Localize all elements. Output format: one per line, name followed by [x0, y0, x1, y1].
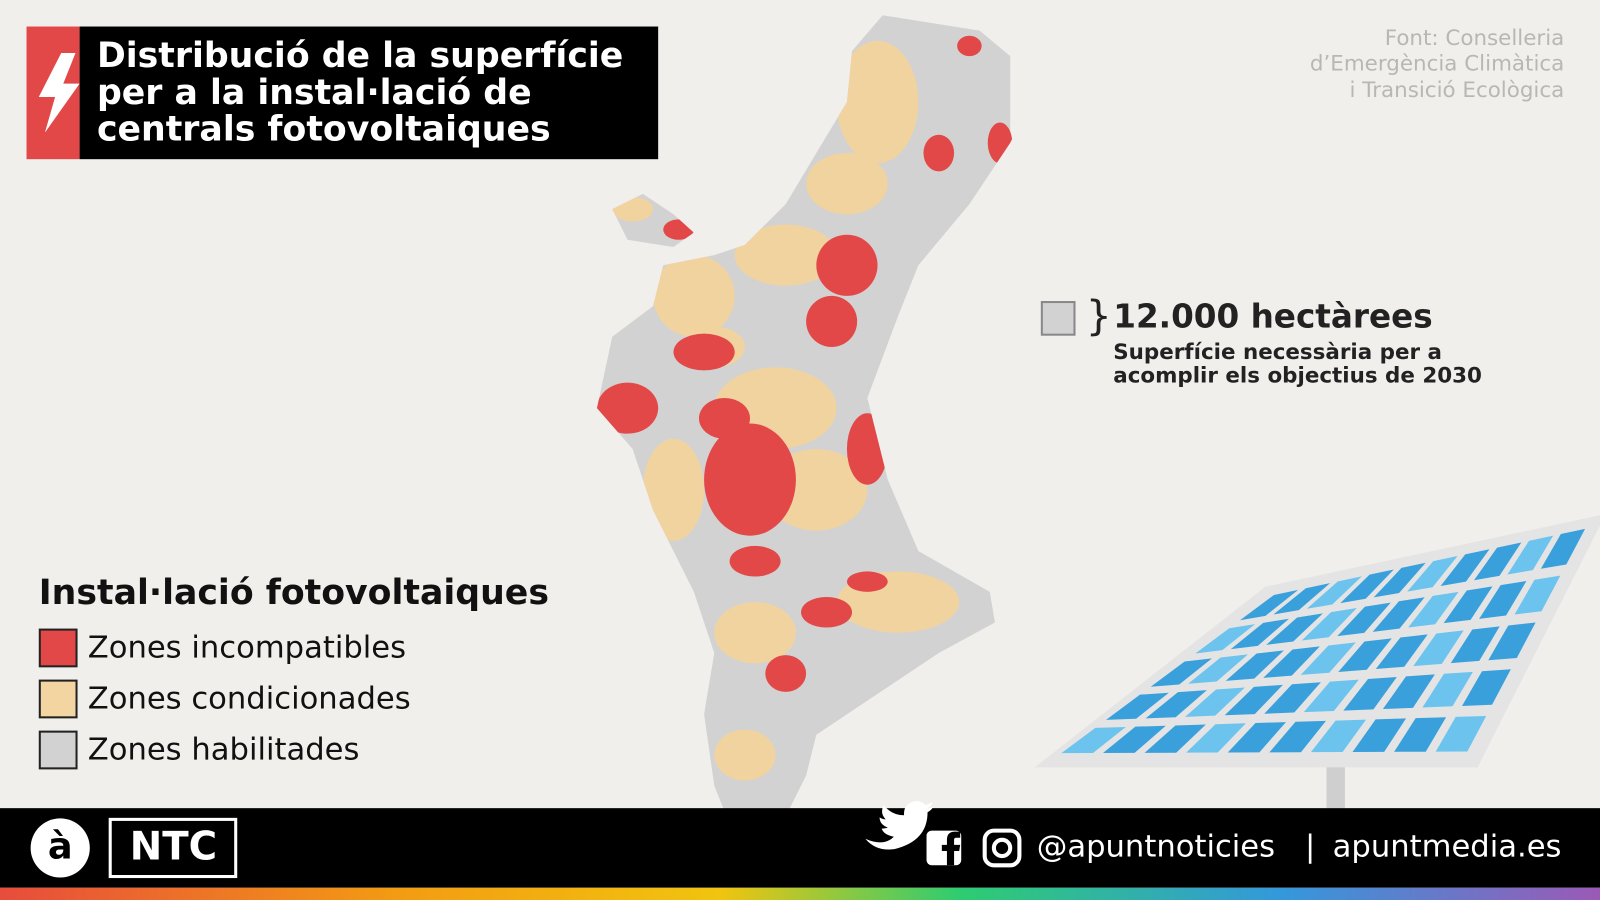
footer-bar: [0, 808, 1600, 888]
panel-cell: [1195, 624, 1256, 654]
legend-label: Zones habilitades: [88, 733, 360, 768]
panel-cell: [1338, 638, 1392, 672]
panel-cell: [1375, 634, 1428, 670]
source: Font: Conselleria d’Emergència Climàtica…: [1310, 26, 1564, 103]
title-line: per a la instal·lació de: [97, 73, 532, 113]
handle[interactable]: @apuntnoticies: [1037, 829, 1275, 864]
panel-cell: [1540, 528, 1586, 569]
panel-cell: [1413, 630, 1464, 667]
panel-cell: [1230, 618, 1289, 650]
panel-cell: [1462, 669, 1511, 706]
source-line: d’Emergència Climàtica: [1310, 51, 1564, 76]
panel-cell: [1373, 562, 1426, 598]
brand-box: [108, 817, 238, 879]
lightning-icon: [38, 53, 80, 133]
panel-cell: [1150, 658, 1212, 687]
panel-cell: [1227, 722, 1286, 753]
panel-cell: [1266, 613, 1323, 645]
panel-stand: [1326, 760, 1345, 812]
panel-cell: [1303, 679, 1359, 713]
separator: |: [1305, 829, 1315, 864]
panel-cell: [1440, 549, 1490, 586]
legend: Zones incompatibles Zones condicionades Zo…: [38, 628, 411, 770]
panel-cell: [1145, 690, 1207, 719]
legend-swatch: [38, 730, 78, 770]
panel-cell: [1514, 575, 1561, 615]
panel-cell: [1310, 719, 1367, 753]
panel-cell: [1269, 720, 1326, 753]
source-line: i Transició Ecològica: [1350, 78, 1565, 103]
panel-cell: [1225, 650, 1284, 681]
panel-cell: [1343, 677, 1397, 711]
incompatible-zones: [596, 35, 1013, 858]
panel-cell: [1382, 674, 1435, 710]
panel-cell: [1186, 723, 1246, 753]
panel-cell: [1407, 555, 1458, 592]
panel-cell: [1185, 687, 1245, 717]
rainbow-strip: [0, 887, 1600, 900]
panel-cell: [1144, 724, 1206, 753]
legend-swatch: [38, 628, 78, 668]
brand: NTC: [130, 824, 217, 869]
panel-cell: [1474, 542, 1522, 581]
panel-cell: [1450, 626, 1500, 664]
panel-cell: [1188, 654, 1248, 684]
panel-cell: [1394, 717, 1447, 752]
solar-panel: [1034, 515, 1600, 812]
title-line: Distribució de la superfície: [97, 36, 623, 76]
panel-cell: [1443, 586, 1493, 624]
panel-cell: [1301, 607, 1357, 641]
panel-cell: [1479, 581, 1527, 619]
annotation-text: Superfície necessària per a: [1113, 340, 1442, 365]
legend-label: Zones condicionades: [88, 682, 411, 717]
source-line: Font: Conselleria: [1385, 26, 1565, 51]
panel-cell: [1337, 602, 1391, 637]
title-line: centrals fotovoltaiques: [97, 110, 551, 150]
panel-cell: [1507, 535, 1554, 575]
panel-cell: [1102, 725, 1166, 753]
annotation-swatch: [1040, 301, 1076, 336]
panel-cell: [1435, 715, 1487, 752]
panel-cell: [1340, 569, 1394, 604]
annotation-text: acomplir els objectius de 2030: [1113, 364, 1482, 389]
annotation-value: 12.000 hectàrees: [1113, 297, 1432, 335]
brace: }: [1086, 291, 1112, 339]
panel-cell: [1372, 597, 1425, 632]
title-box: [79, 26, 659, 160]
instagram-glyph: [991, 837, 1013, 859]
legend-swatch: [38, 679, 78, 719]
facebook-glyph: [941, 831, 961, 866]
panel-cell: [1061, 726, 1126, 754]
panel-cell: [1240, 589, 1299, 621]
panel-cell: [1352, 718, 1407, 752]
logo-circle: [30, 818, 90, 878]
panel-cell: [1224, 684, 1283, 716]
panel-cell: [1408, 591, 1459, 628]
panel-cell: [1273, 583, 1331, 615]
panel-cell: [1106, 692, 1169, 720]
twitter-icon[interactable]: [865, 801, 934, 850]
panel-cell: [1264, 682, 1321, 714]
panel-cell: [1300, 642, 1356, 675]
instagram-icon[interactable]: [982, 828, 1022, 868]
panel-cell: [1306, 576, 1362, 609]
logo: à: [48, 824, 73, 867]
legend-title: Instal·lació fotovoltaiques: [39, 573, 549, 613]
site[interactable]: apuntmedia.es: [1333, 829, 1562, 864]
panel-cell: [1488, 622, 1536, 661]
panel-cell: [1422, 671, 1473, 708]
panel-cell: [1263, 646, 1320, 678]
legend-label: Zones incompatibles: [88, 630, 406, 665]
